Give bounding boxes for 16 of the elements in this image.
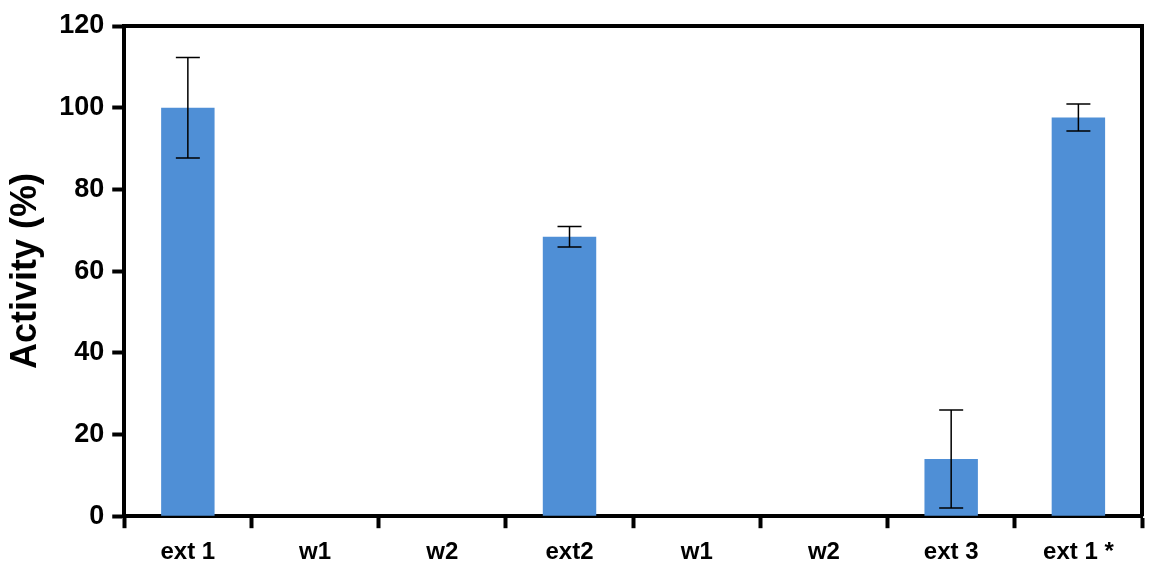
x-tick-label: ext2 — [545, 537, 594, 565]
x-tick-label: ext 1 — [160, 537, 216, 565]
x-tick-label: ext 1 * — [1043, 537, 1115, 565]
x-tick-label: w1 — [298, 537, 332, 565]
x-tick-label: w2 — [806, 537, 840, 565]
y-axis-title: Activity (%) — [2, 173, 44, 370]
y-tick-label: 0 — [89, 499, 105, 530]
y-tick-label: 60 — [74, 254, 105, 285]
x-tick-label: ext 3 — [923, 537, 979, 565]
x-tick-label: w2 — [425, 537, 459, 565]
y-tick-label: 80 — [74, 172, 105, 203]
y-tick-label: 100 — [59, 91, 105, 122]
y-tick-label: 120 — [59, 9, 105, 40]
x-tick-label: w1 — [679, 537, 713, 565]
y-tick-label: 40 — [74, 336, 105, 367]
y-tick-label: 20 — [74, 417, 105, 448]
